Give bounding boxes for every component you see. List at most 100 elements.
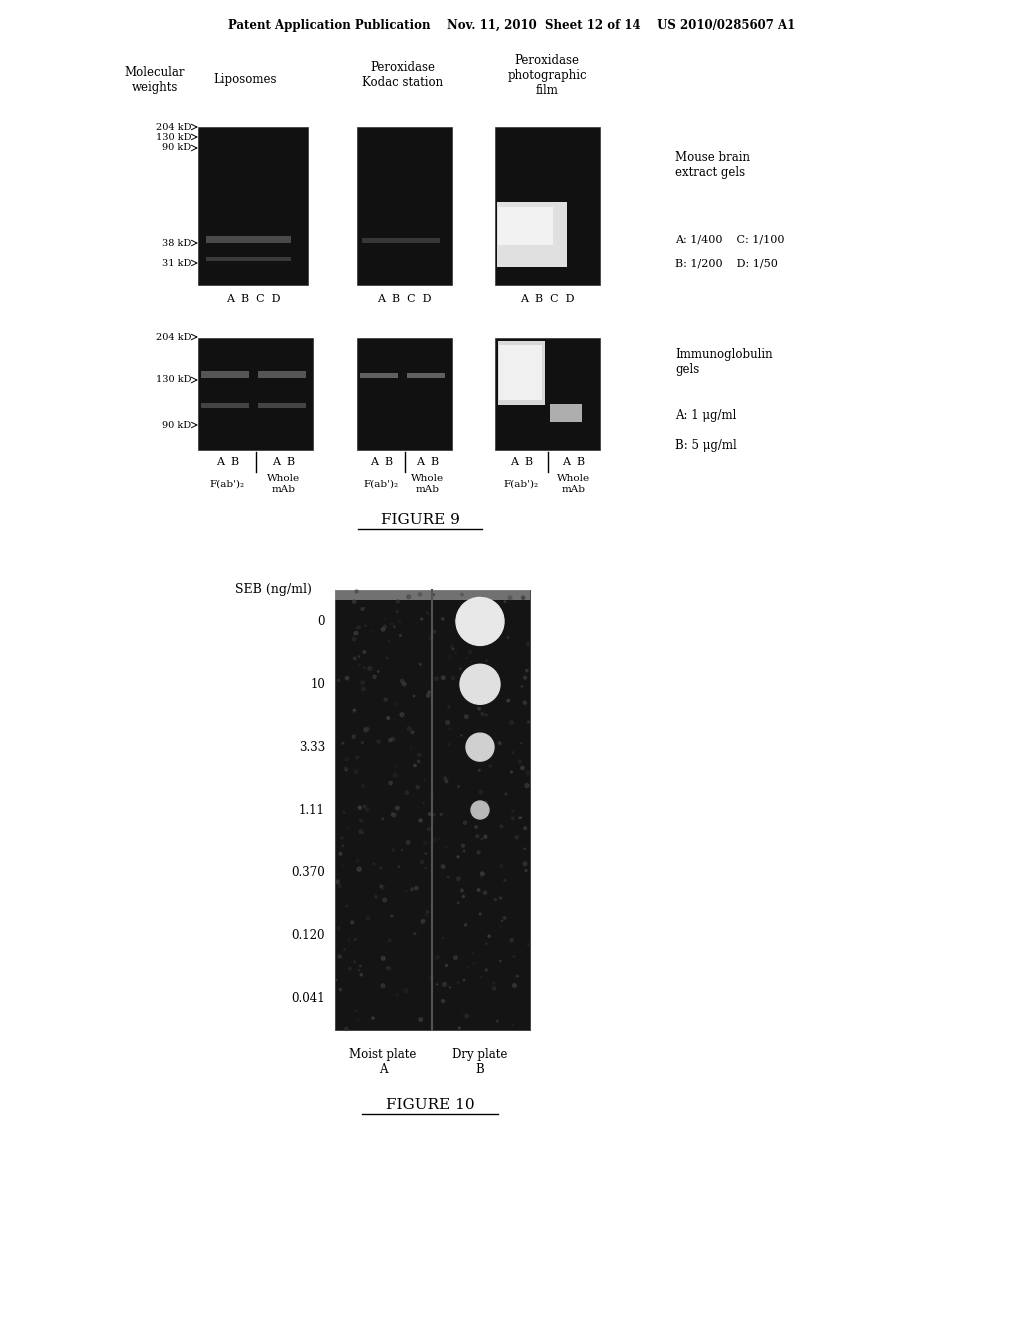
Circle shape <box>455 652 458 655</box>
Circle shape <box>419 1018 423 1022</box>
Circle shape <box>338 884 341 887</box>
Circle shape <box>375 895 377 898</box>
Text: Patent Application Publication    Nov. 11, 2010  Sheet 12 of 14    US 2010/02856: Patent Application Publication Nov. 11, … <box>228 18 796 32</box>
Circle shape <box>358 807 361 809</box>
Text: 90 kD: 90 kD <box>162 144 191 153</box>
Circle shape <box>480 977 482 978</box>
Circle shape <box>337 680 340 681</box>
Circle shape <box>418 760 420 763</box>
Circle shape <box>465 1014 469 1018</box>
Circle shape <box>510 939 513 942</box>
Circle shape <box>339 989 342 991</box>
Circle shape <box>507 700 510 702</box>
Text: 38 kD: 38 kD <box>162 239 191 248</box>
Text: Moist plate
A: Moist plate A <box>349 1048 417 1076</box>
Text: F(ab')₂: F(ab')₂ <box>504 479 539 488</box>
Text: B: 5 μg/ml: B: 5 μg/ml <box>675 438 736 451</box>
Circle shape <box>378 671 379 672</box>
Circle shape <box>449 655 452 659</box>
Circle shape <box>364 651 366 653</box>
Circle shape <box>439 838 440 840</box>
Circle shape <box>484 813 487 816</box>
Circle shape <box>478 708 480 710</box>
Circle shape <box>359 664 360 665</box>
Bar <box>495 338 600 450</box>
Circle shape <box>486 680 487 681</box>
Circle shape <box>500 898 502 899</box>
Circle shape <box>457 855 459 858</box>
Text: 204 kD: 204 kD <box>156 333 191 342</box>
Circle shape <box>483 836 487 838</box>
Circle shape <box>395 807 399 809</box>
Circle shape <box>401 850 402 851</box>
Circle shape <box>396 599 399 603</box>
Circle shape <box>358 830 362 834</box>
Circle shape <box>421 920 425 924</box>
Circle shape <box>386 657 388 660</box>
Circle shape <box>500 825 503 828</box>
Text: F(ab')₂: F(ab')₂ <box>210 479 245 488</box>
Circle shape <box>427 694 430 697</box>
Circle shape <box>347 828 349 829</box>
Text: FIGURE 10: FIGURE 10 <box>386 1098 474 1111</box>
Circle shape <box>353 657 356 660</box>
Circle shape <box>366 727 370 731</box>
Text: 204 kD: 204 kD <box>156 123 191 132</box>
Circle shape <box>380 886 383 888</box>
Circle shape <box>381 627 385 631</box>
Circle shape <box>361 689 364 690</box>
Circle shape <box>426 685 427 686</box>
Circle shape <box>389 781 392 785</box>
Circle shape <box>352 601 356 603</box>
Circle shape <box>364 607 366 609</box>
Circle shape <box>441 618 444 620</box>
Bar <box>498 341 545 405</box>
Circle shape <box>388 966 390 970</box>
Circle shape <box>476 834 479 838</box>
Circle shape <box>478 677 479 678</box>
Circle shape <box>419 818 422 822</box>
Text: 130 kD: 130 kD <box>156 375 191 384</box>
Circle shape <box>504 916 506 919</box>
Text: Mouse brain
extract gels: Mouse brain extract gels <box>675 150 750 180</box>
Circle shape <box>525 784 528 788</box>
Circle shape <box>425 853 427 854</box>
Circle shape <box>466 733 494 762</box>
Circle shape <box>518 760 521 763</box>
Text: Whole
mAb: Whole mAb <box>267 474 300 494</box>
Circle shape <box>364 667 365 668</box>
Circle shape <box>512 810 514 812</box>
Circle shape <box>400 713 404 717</box>
Circle shape <box>357 1019 359 1020</box>
Circle shape <box>504 879 506 882</box>
Circle shape <box>392 849 394 851</box>
Circle shape <box>470 750 473 752</box>
Circle shape <box>406 891 407 892</box>
Circle shape <box>521 686 522 688</box>
Circle shape <box>521 766 524 770</box>
Circle shape <box>433 837 437 841</box>
Circle shape <box>452 648 454 649</box>
Bar <box>360 374 398 378</box>
Text: Whole
mAb: Whole mAb <box>411 474 444 494</box>
Circle shape <box>352 709 356 713</box>
Circle shape <box>356 859 359 862</box>
Bar <box>206 257 291 261</box>
Circle shape <box>488 935 490 937</box>
Circle shape <box>504 601 506 602</box>
Text: Dry plate
B: Dry plate B <box>453 1048 508 1076</box>
Circle shape <box>477 888 480 891</box>
Circle shape <box>351 921 353 924</box>
Bar <box>335 590 530 601</box>
Circle shape <box>424 841 427 845</box>
Bar <box>201 371 249 378</box>
Circle shape <box>464 850 465 851</box>
Circle shape <box>359 820 362 822</box>
Text: Peroxidase
photographic
film: Peroxidase photographic film <box>507 54 587 96</box>
Circle shape <box>473 962 474 964</box>
Circle shape <box>441 676 445 680</box>
Circle shape <box>396 610 398 612</box>
Circle shape <box>463 821 467 824</box>
Circle shape <box>418 754 421 756</box>
Circle shape <box>352 638 355 640</box>
